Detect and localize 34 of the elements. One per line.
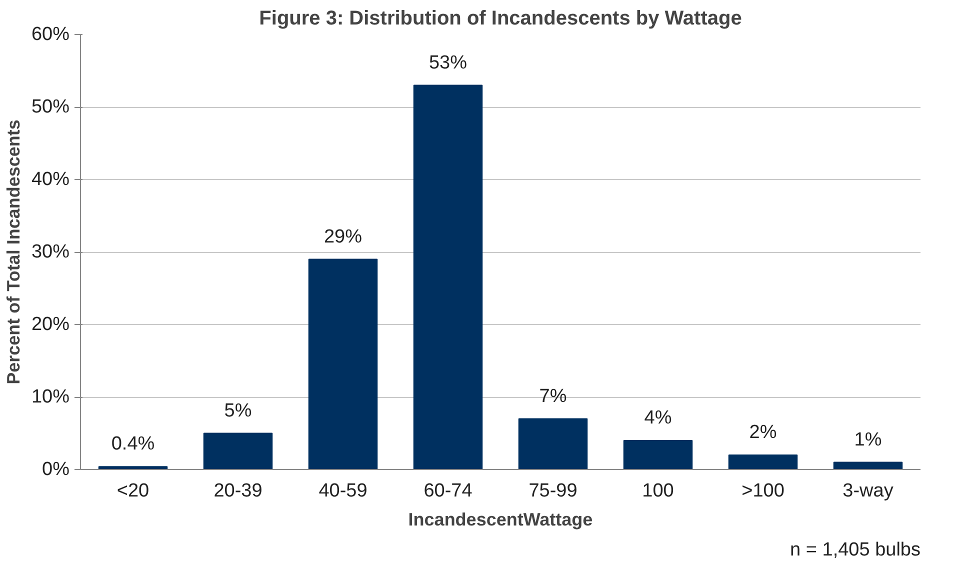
x-tick-label: 3-way — [842, 480, 894, 502]
x-tick-label: 40-59 — [318, 480, 368, 502]
x-axis-title: IncandescentWattage — [408, 510, 593, 530]
y-tick-label: 0% — [42, 459, 70, 480]
x-tick-label: 100 — [642, 480, 674, 502]
bar — [203, 432, 273, 470]
text: n = 1,405 bulbs — [790, 540, 920, 560]
chart-title: Figure 3: Distribution of Incandescents by Wattage — [259, 8, 742, 30]
bar — [518, 418, 588, 470]
data-label: 5% — [224, 400, 252, 422]
data-label: 29% — [324, 226, 362, 248]
bar — [833, 462, 903, 470]
bar — [623, 440, 693, 470]
y-tick-label: 50% — [31, 96, 70, 118]
y-tick-label: 20% — [31, 314, 70, 335]
data-label: 7% — [539, 386, 567, 407]
data-label: 0.4% — [111, 434, 155, 455]
data-label: 1% — [854, 429, 882, 450]
x-tick-label: 20-39 — [214, 480, 262, 502]
data-label: 4% — [644, 408, 672, 428]
y-axis-title: Percent of Total Incandescents — [3, 120, 24, 384]
bar — [413, 84, 483, 470]
y-tick-label: 60% — [31, 24, 70, 45]
x-tick-label: >100 — [742, 480, 784, 502]
y-tick-label: 10% — [31, 386, 70, 408]
data-label: 53% — [428, 52, 468, 74]
bar — [308, 258, 378, 470]
x-tick-label: <20 — [116, 480, 150, 502]
y-tick-label: 30% — [31, 242, 70, 262]
data-label: 2% — [749, 422, 777, 443]
x-tick-label: 75-99 — [528, 480, 578, 502]
x-tick-label: 60-74 — [424, 480, 473, 502]
bar — [728, 454, 798, 470]
y-tick-label: 40% — [31, 169, 70, 190]
